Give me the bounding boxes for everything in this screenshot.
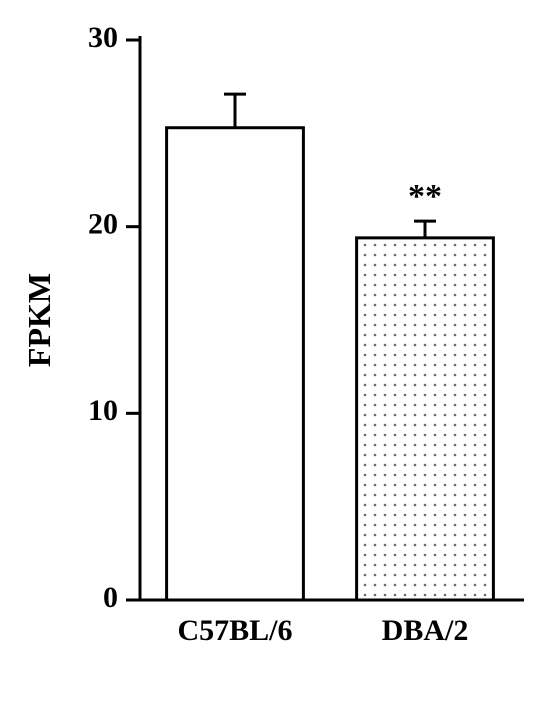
bar-chart: 0 10 20 30 C57BL/6 DBA/2 FPKM ** — [0, 0, 547, 702]
ytick-label: 30 — [88, 21, 118, 54]
ytick-label: 0 — [103, 581, 118, 614]
ytick-label: 10 — [88, 394, 118, 427]
ytick-label: 20 — [88, 208, 118, 241]
y-axis-label: FPKM — [21, 273, 57, 367]
bar-1 — [357, 238, 494, 600]
x-category-label: DBA/2 — [382, 614, 469, 647]
bar-0 — [167, 128, 304, 600]
significance-annotation: ** — [408, 178, 442, 215]
x-category-label: C57BL/6 — [177, 614, 292, 647]
chart-svg: 0 10 20 30 C57BL/6 DBA/2 FPKM ** — [0, 0, 547, 702]
